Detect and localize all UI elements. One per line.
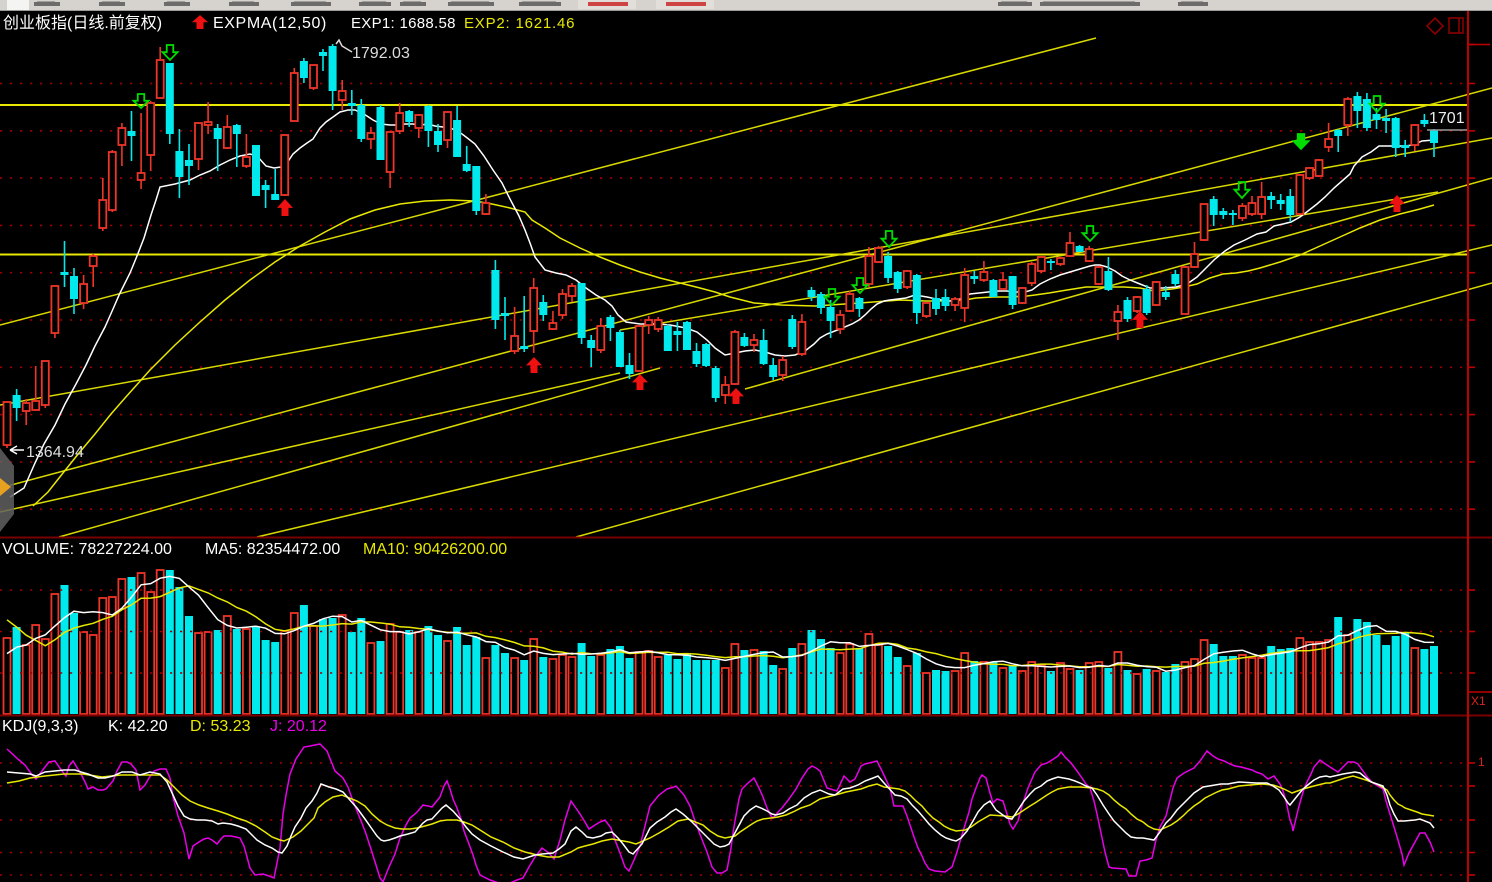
svg-text:EXP2: 1621.46: EXP2: 1621.46 [464, 15, 575, 32]
svg-text:EXP1: 1688.58: EXP1: 1688.58 [351, 15, 456, 32]
svg-text:D: 53.23: D: 53.23 [190, 718, 251, 735]
svg-text:MA5: 82354472.00: MA5: 82354472.00 [205, 541, 340, 558]
svg-text:1364.94: 1364.94 [26, 444, 84, 461]
svg-text:J: 20.12: J: 20.12 [270, 718, 327, 735]
svg-text:KDJ(9,3,3): KDJ(9,3,3) [2, 718, 78, 735]
svg-text:MA10: 90426200.00: MA10: 90426200.00 [363, 541, 507, 558]
svg-text:1: 1 [1478, 755, 1485, 769]
svg-text:X1: X1 [1471, 694, 1486, 708]
svg-text:1792.03: 1792.03 [352, 45, 410, 62]
svg-text:EXPMA(12,50): EXPMA(12,50) [213, 15, 327, 32]
svg-text:1701: 1701 [1429, 110, 1465, 127]
svg-text:VOLUME: 78227224.00: VOLUME: 78227224.00 [2, 541, 172, 558]
svg-text:创业板指(日线.前复权): 创业板指(日线.前复权) [3, 14, 162, 32]
svg-text:K: 42.20: K: 42.20 [108, 718, 168, 735]
